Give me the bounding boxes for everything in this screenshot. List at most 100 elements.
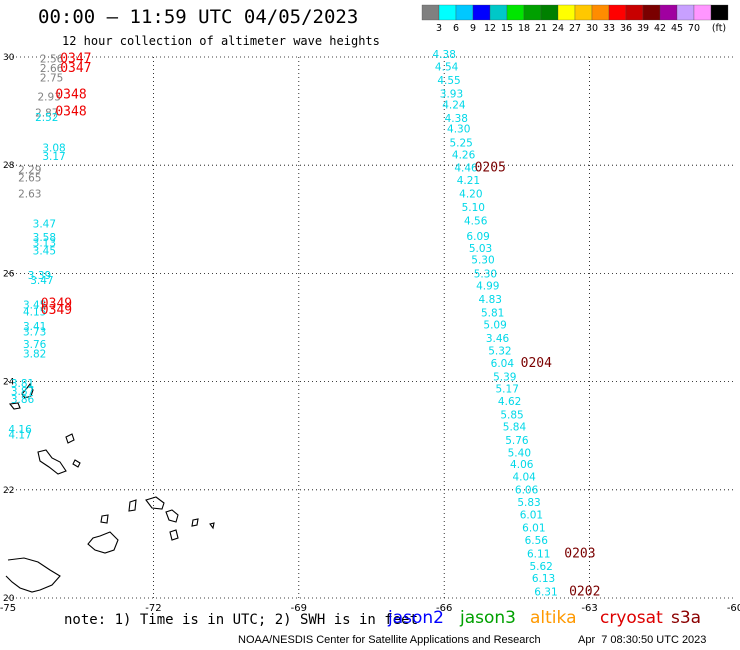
- wave-height-label: 3.81: [11, 378, 34, 390]
- legend-swatch: [506, 4, 525, 21]
- wave-height-label: 3.46: [486, 333, 510, 345]
- legend-unit: (ft): [712, 23, 726, 34]
- y-tick-label: 20: [3, 594, 15, 604]
- wave-height-label: 5.25: [449, 137, 472, 149]
- island-coastline: [191, 518, 199, 527]
- satellite-jason3: jason3: [460, 608, 516, 628]
- satellite-altika: altika: [530, 608, 577, 628]
- satellite-s3a: s3a: [671, 608, 702, 628]
- wave-height-label: 3.82: [23, 348, 46, 360]
- legend-swatch: [472, 4, 491, 21]
- legend-swatch: [557, 4, 576, 21]
- wave-height-label: 6.09: [466, 231, 489, 243]
- wave-height-label: 4.17: [8, 429, 31, 441]
- legend-swatch: [676, 4, 695, 21]
- wave-height-label: 4.04: [512, 472, 536, 484]
- wave-height-label: 5.03: [469, 243, 492, 255]
- legend-tick-label: 45: [671, 23, 683, 34]
- legend-tick-label: 15: [501, 23, 513, 34]
- wave-height-label: 4.06: [510, 459, 534, 471]
- wave-height-points: 2.562.662.75 2.93 2.87 2.292.65 2.63 2.52 3.08…: [8, 49, 600, 599]
- legend-tick-label: 36: [620, 23, 632, 34]
- legend-tick-label: 27: [569, 23, 581, 34]
- wave-height-label: 4.20: [459, 189, 482, 201]
- satellite-cryosat: cryosat: [600, 608, 663, 628]
- wave-height-label: 5.30: [474, 269, 497, 281]
- wave-height-label: 2.75: [40, 72, 63, 84]
- island-coastline: [21, 382, 34, 399]
- wave-height-label: 6.04: [491, 358, 515, 370]
- y-tick-label: 26: [3, 269, 15, 279]
- wave-height-label: 5.10: [462, 202, 485, 214]
- island-coastline: [128, 499, 137, 512]
- wave-height-label: 3.87: [11, 386, 34, 398]
- island-coastline: [165, 509, 179, 523]
- legend-swatch: [455, 4, 474, 21]
- wave-height-label: 5.39: [493, 372, 516, 384]
- wave-height-label: 5.85: [500, 409, 523, 421]
- wave-height-label: 4.21: [457, 175, 480, 187]
- plot-grid: -75 -72 -69 -66 -63 -60 30 28 26 24 22 20: [0, 53, 740, 614]
- wave-height-label: 5.09: [483, 320, 506, 332]
- x-tick-label: -75: [0, 603, 16, 614]
- wave-height-label: 3.58: [33, 232, 56, 244]
- wave-height-label: 4.83: [479, 294, 502, 306]
- coastline-map: [5, 382, 215, 593]
- island-coastline: [87, 531, 119, 554]
- legend-swatch: [642, 4, 661, 21]
- wave-height-label: 6.11: [527, 548, 550, 560]
- color-legend: 3 6 9 12 15 18 21 24 27 30 33 36 39 42 45 70 (ft): [421, 4, 729, 34]
- wave-height-label: 2.66: [40, 63, 64, 75]
- pass-time-label: 0205: [475, 161, 506, 176]
- legend-tick-label: 21: [535, 23, 547, 34]
- legend-swatch: [489, 4, 508, 21]
- island-coastline: [100, 514, 109, 524]
- pass-time-label: 0349: [41, 303, 72, 318]
- wave-height-label: 5.81: [481, 308, 504, 320]
- wave-height-label: 4.38: [445, 113, 468, 125]
- y-tick-label: 28: [3, 161, 15, 171]
- wave-height-label: 2.87: [35, 108, 58, 120]
- wave-height-label: 4.24: [442, 99, 466, 111]
- wave-height-label: 4.62: [498, 396, 521, 408]
- legend-swatch: [591, 4, 610, 21]
- timestamp: Apr 7 08:30:50 UTC 2023: [578, 634, 707, 646]
- pass-time-label: 0202: [569, 584, 600, 599]
- wave-height-label: 3.45: [33, 245, 56, 257]
- legend-swatch: [693, 4, 712, 21]
- wave-height-label: 5.84: [503, 421, 527, 433]
- cuba-coastline: [5, 557, 61, 593]
- pass-time-label: 0347: [60, 51, 91, 66]
- wave-height-label: 3.47: [33, 218, 56, 230]
- pass-time-label: 0349: [41, 296, 72, 311]
- legend-swatch: [574, 4, 593, 21]
- wave-height-label: 3.47: [30, 275, 53, 287]
- legend-tick-label: 6: [453, 23, 459, 34]
- wave-height-label: 6.01: [520, 509, 543, 521]
- wave-height-label: 4.15: [23, 307, 46, 319]
- legend-swatch: [608, 4, 627, 21]
- legend-swatch: [710, 4, 729, 21]
- credit-line: NOAA/NESDIS Center for Satellite Applica…: [238, 634, 541, 646]
- wave-height-label: 3.17: [42, 151, 65, 163]
- legend-swatch: [523, 4, 542, 21]
- y-tick-label: 24: [3, 378, 15, 388]
- legend-tick-label: 3: [436, 23, 442, 34]
- legend-tick-label: 12: [484, 23, 496, 34]
- wave-height-label: 5.30: [471, 255, 494, 267]
- wave-height-label: 4.26: [452, 150, 476, 162]
- legend-tick-label: 30: [586, 23, 598, 34]
- x-tick-label: -60: [727, 603, 740, 614]
- wave-height-label: 5.17: [496, 383, 519, 395]
- wave-height-label: 5.32: [488, 346, 511, 358]
- wave-height-label: 2.52: [35, 112, 58, 124]
- footer-note: note: 1) Time is in UTC; 2) SWH is in fe…: [64, 612, 419, 628]
- island-coastline: [209, 522, 215, 530]
- wave-height-label: 6.01: [522, 522, 545, 534]
- legend-tick-label: 70: [688, 23, 700, 34]
- wave-height-label: 6.56: [525, 535, 549, 547]
- x-tick-label: -66: [436, 603, 452, 614]
- wave-height-label: 2.63: [18, 189, 41, 201]
- wave-height-label: 6.13: [532, 573, 555, 585]
